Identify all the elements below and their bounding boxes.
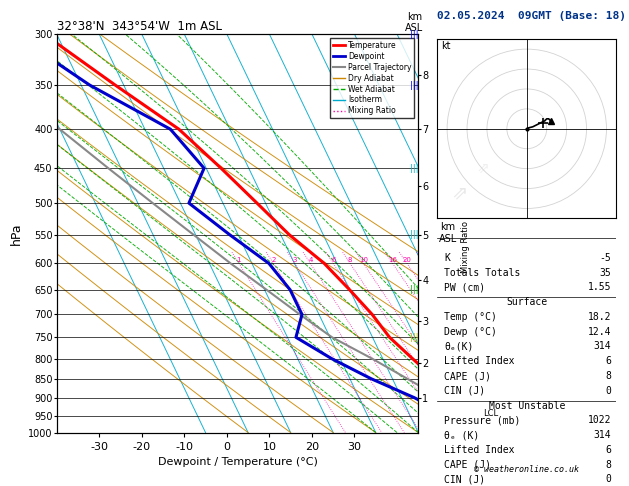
Text: 1022: 1022 [587,416,611,425]
Text: 4: 4 [308,258,313,263]
Text: 32°38'N  343°54'W  1m ASL: 32°38'N 343°54'W 1m ASL [57,20,221,33]
Text: θₑ (K): θₑ (K) [444,430,479,440]
Text: 314: 314 [593,342,611,351]
Text: |||: ||| [410,230,419,239]
Text: 0: 0 [605,386,611,396]
X-axis label: Dewpoint / Temperature (°C): Dewpoint / Temperature (°C) [157,457,318,467]
Text: CAPE (J): CAPE (J) [444,371,491,381]
Text: PW (cm): PW (cm) [444,282,486,293]
Text: |||: ||| [410,285,419,295]
Text: 8: 8 [348,258,352,263]
Legend: Temperature, Dewpoint, Parcel Trajectory, Dry Adiabat, Wet Adiabat, Isotherm, Mi: Temperature, Dewpoint, Parcel Trajectory… [330,38,415,119]
Text: |||: ||| [410,333,419,342]
Text: 0: 0 [605,474,611,485]
Text: 2: 2 [271,258,276,263]
Text: Temp (°C): Temp (°C) [444,312,497,322]
Text: 12.4: 12.4 [587,327,611,337]
Text: CIN (J): CIN (J) [444,474,486,485]
Text: 8: 8 [605,371,611,381]
Text: © weatheronline.co.uk: © weatheronline.co.uk [474,465,579,474]
Text: 10: 10 [359,258,368,263]
Text: Most Unstable: Most Unstable [489,400,565,411]
Text: Lifted Index: Lifted Index [444,356,515,366]
Text: 1.55: 1.55 [587,282,611,293]
Text: Surface: Surface [506,297,547,307]
Text: Pressure (mb): Pressure (mb) [444,416,521,425]
Text: Totals Totals: Totals Totals [444,268,521,278]
Text: kt: kt [441,41,450,51]
Text: 6: 6 [605,445,611,455]
Text: CIN (J): CIN (J) [444,386,486,396]
Text: 314: 314 [593,430,611,440]
Text: ASL: ASL [404,23,423,34]
Text: K: K [444,253,450,263]
Text: ⇗: ⇗ [451,184,467,203]
Text: |||: ||| [410,81,419,89]
Text: km: km [408,12,423,22]
Text: Mixing Ratio (g/kg): Mixing Ratio (g/kg) [461,193,470,273]
Text: 3: 3 [292,258,297,263]
Text: Lifted Index: Lifted Index [444,445,515,455]
Text: 18.2: 18.2 [587,312,611,322]
Text: 6: 6 [331,258,335,263]
Text: CAPE (J): CAPE (J) [444,460,491,469]
Text: Dewp (°C): Dewp (°C) [444,327,497,337]
Text: LCL: LCL [483,409,499,418]
Y-axis label: km
ASL: km ASL [439,223,457,244]
Y-axis label: hPa: hPa [9,222,23,244]
Text: 35: 35 [599,268,611,278]
Text: 20: 20 [403,258,411,263]
Text: |||: ||| [410,164,419,173]
Text: θₑ(K): θₑ(K) [444,342,474,351]
Text: 02.05.2024  09GMT (Base: 18): 02.05.2024 09GMT (Base: 18) [437,11,626,21]
Text: |||: ||| [410,30,419,38]
Text: ⇗: ⇗ [477,160,490,175]
Text: 1: 1 [237,258,241,263]
Text: 16: 16 [388,258,397,263]
Text: 6: 6 [605,356,611,366]
Text: -5: -5 [599,253,611,263]
Text: 8: 8 [605,460,611,469]
